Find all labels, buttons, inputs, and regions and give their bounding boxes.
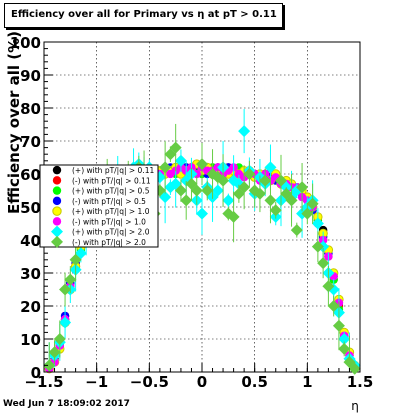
x-tick-label: 0 [197,373,207,391]
legend-entry: (+) with pT/|q| > 0.5 [72,187,150,196]
data-point [227,210,240,223]
legend-marker [52,206,62,216]
legend-marker [52,196,62,206]
legend-entry: (+) with pT/|q| > 2.0 [72,228,150,237]
data-point [201,184,214,197]
data-point [290,224,303,237]
data-point [311,240,324,253]
y-tick-label: 20 [20,298,41,316]
x-tick-label: 0.5 [241,373,268,391]
legend-marker [52,186,62,195]
data-point [59,316,72,329]
legend-entry: (-) with pT/|q| > 1.0 [72,217,146,226]
legend-marker [51,225,63,238]
data-point [174,154,187,167]
y-tick-label: 90 [20,67,41,85]
data-point [74,247,87,260]
x-tick-label: −1 [85,373,108,391]
data-point [196,207,208,220]
legend-marker [52,217,62,226]
data-point [180,194,193,207]
legend-entry: (+) with pT/|q| > 0.11 [72,166,154,175]
x-tick-label: −0.5 [130,373,169,391]
chart-title: Efficiency over all for Primary vs η at … [11,9,277,20]
x-tick-label: 1.5 [347,373,374,391]
data-point [301,207,314,220]
y-tick-label: 30 [20,265,41,283]
data-point [243,168,256,180]
y-tick-label: 80 [20,100,41,118]
data-point [269,204,282,217]
data-point [285,194,298,207]
data-point [296,181,309,194]
data-point [259,174,272,187]
data-point [275,174,287,187]
data-point [64,273,77,286]
data-point [317,257,330,270]
data-point [43,359,56,372]
x-tick-label: 1 [302,373,312,391]
x-tick-label: −1.5 [24,373,63,391]
legend-marker [51,235,63,248]
data-point [159,161,172,174]
data-point [211,184,224,197]
data-point [322,280,335,293]
data-point [338,342,351,355]
legend-entry: (+) with pT/|q| > 1.0 [72,207,150,216]
data-point [169,141,182,154]
data-point [264,194,277,207]
y-tick-label: 60 [20,166,41,184]
legend: (+) with pT/|q| > 0.11(-) with pT/|q| > … [39,164,159,248]
y-tick-label: 10 [20,331,41,349]
data-point [264,161,277,174]
data-point [222,194,235,207]
axes: −1.5 −1 −0.5 0 0.5 1 1.5 0 10 20 30 40 50 60 70 80 90 100 [10,34,374,391]
y-tick-label: 100 [10,34,41,52]
data-point [53,333,66,345]
y-tick-label: 70 [20,133,41,151]
data-point [69,253,82,266]
y-tick-label: 40 [20,232,41,250]
legend-entry: (-) with pT/|q| > 0.5 [72,197,146,206]
data-point [348,362,361,375]
data-point [311,217,324,230]
data-point [238,125,251,138]
legend-entry: (-) with pT/|q| > 2.0 [72,238,146,247]
x-axis-label: η [351,399,359,413]
legend-marker [52,165,62,175]
legend-marker [52,176,62,185]
data-point [190,184,203,197]
data-point [217,174,230,187]
data-point [238,181,251,194]
legend-entry: (-) with pT/|q| > 0.11 [72,176,151,185]
y-tick-label: 0 [31,364,41,382]
data-point [327,300,340,312]
y-tick-label: 50 [20,199,41,217]
y-axis-label: Efficiency over all (%) [5,31,23,214]
data-point [174,184,187,197]
data-point [253,187,266,200]
data-point [306,197,319,210]
data-point [48,346,61,359]
data-point [332,319,345,332]
data-point [338,333,351,345]
data-point [196,158,208,171]
timestamp-footer: Wed Jun 7 18:09:02 2017 [3,399,130,409]
data-point [59,283,72,296]
chart-title-box: Efficiency over all for Primary vs η at … [4,3,283,28]
